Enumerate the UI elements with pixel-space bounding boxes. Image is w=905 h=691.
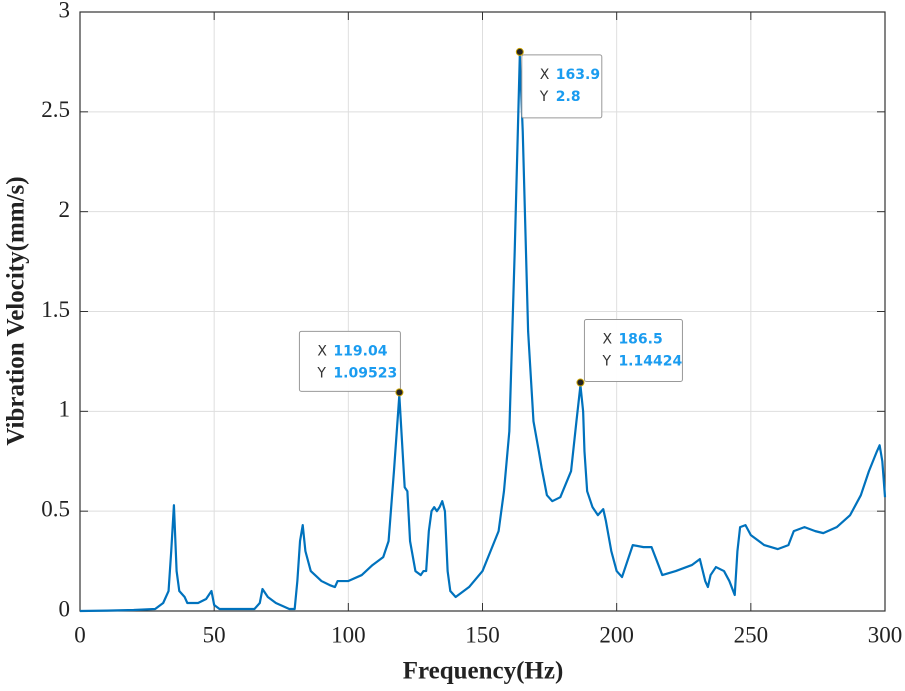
y-axis-label: Vibration Velocity(mm/s): [3, 176, 30, 445]
y-tick-label: 1.5: [41, 297, 70, 322]
datatip-x-value: 186.5: [618, 332, 662, 348]
y-tick-label: 0.5: [41, 496, 70, 521]
datatip-box: [298, 330, 401, 392]
datatip-box: [521, 54, 603, 119]
datatip: X 186.5 Y 1.14424: [576, 319, 683, 387]
datatip-y-key: Y: [316, 365, 326, 381]
datatip-y-value: 1.09523: [333, 365, 397, 381]
y-tick-label: 3: [59, 0, 71, 22]
datatip-y-key: Y: [539, 89, 549, 105]
x-tick-label: 100: [331, 622, 366, 647]
datatip: X 119.04 Y 1.09523: [298, 330, 404, 397]
datatip-x-value: 119.04: [333, 343, 387, 359]
x-tick-label: 200: [599, 622, 634, 647]
datatip-marker: [515, 47, 524, 56]
datatip-x-key: X: [602, 332, 612, 348]
datatip-y-key: Y: [601, 354, 611, 370]
datatip-x-value: 163.9: [556, 67, 600, 83]
datatip: X 163.9 Y 2.8: [515, 47, 603, 119]
data-line: [79, 54, 887, 613]
x-tick-label: 150: [465, 622, 500, 647]
axes-box: [79, 11, 886, 612]
y-tick-label: 1: [59, 397, 71, 422]
datatip-x-key: X: [540, 67, 550, 83]
x-axis-label: Frequency(Hz): [403, 658, 564, 685]
x-tick-label: 250: [734, 622, 769, 647]
datatip-y-value: 2.8: [556, 89, 581, 105]
x-tick-label: 50: [203, 622, 226, 647]
x-tick-label: 0: [74, 622, 86, 647]
datatip-marker: [395, 388, 404, 397]
datatip-box: [583, 319, 683, 383]
datatip-marker: [576, 378, 585, 387]
datatip-x-key: X: [317, 343, 327, 359]
y-tick-label: 2: [59, 197, 71, 222]
datatip-y-value: 1.14424: [618, 354, 682, 370]
x-tick-label: 300: [868, 622, 903, 647]
y-tick-label: 0: [59, 596, 71, 621]
y-tick-label: 2.5: [41, 97, 70, 122]
